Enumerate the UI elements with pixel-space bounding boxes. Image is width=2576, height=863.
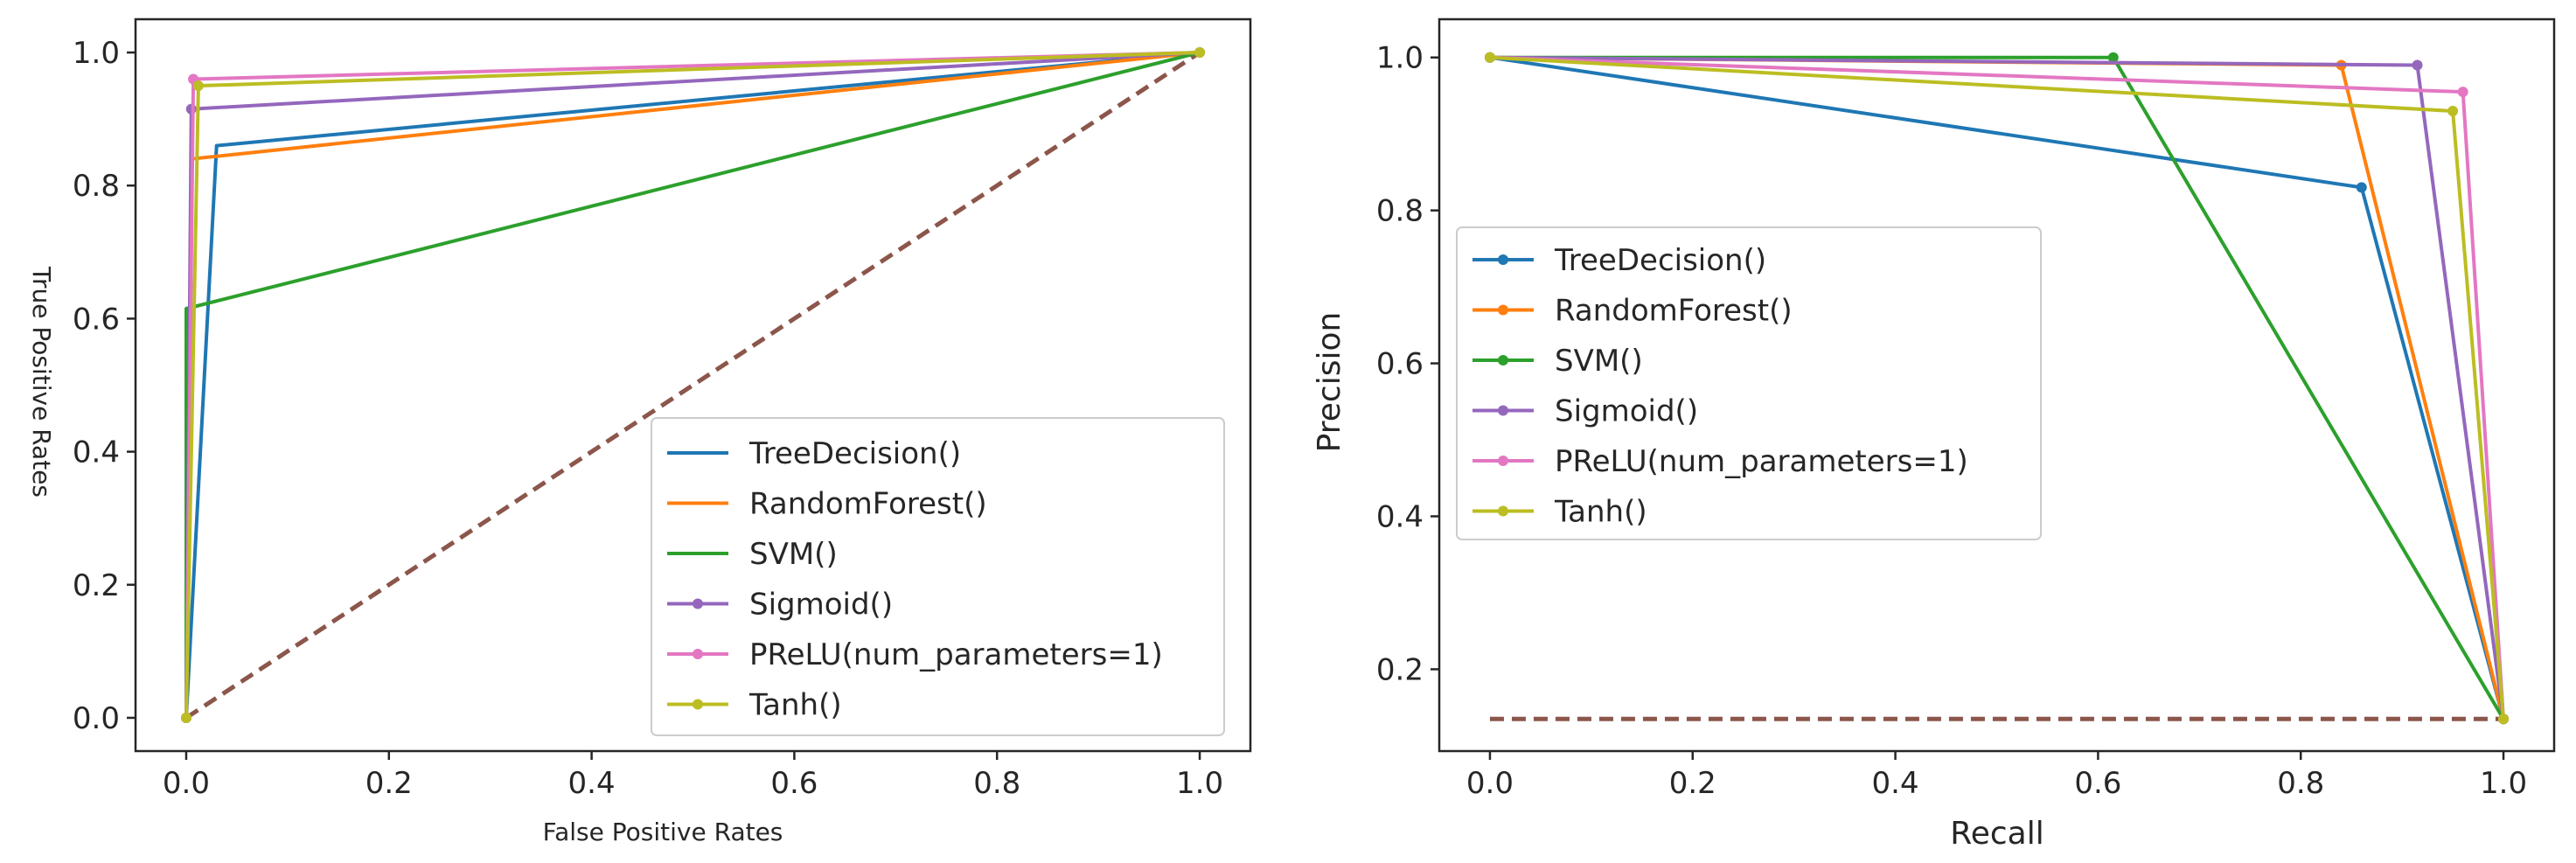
pr-y-tick-label: 0.8	[1376, 194, 1424, 229]
pr-legend-label-randomforest: RandomForest()	[1555, 294, 1793, 329]
pr-y-axis-label: Precision	[1312, 312, 1347, 453]
pr-x-tick-label: 0.2	[1669, 766, 1716, 801]
pr-legend-marker-randomforest	[1498, 304, 1508, 316]
roc-y-tick-label: 0.8	[73, 169, 120, 204]
pr-series-prelu-num-parameters-1-point	[2457, 87, 2468, 98]
pr-legend-marker-treedecision	[1498, 254, 1508, 265]
pr-x-tick-label: 1.0	[2480, 766, 2527, 801]
roc-legend-marker-prelu-num-parameters-1	[693, 649, 703, 659]
roc-y-tick-label: 0.6	[73, 302, 120, 337]
roc-legend-label-svm: SVM()	[749, 537, 838, 572]
pr-ticks-layer: 0.0 0.2 0.4 0.6 0.8 1.0 0.2 0.4 0.6 0.8 1.0	[1376, 41, 2527, 801]
roc-y-tick-label: 1.0	[73, 36, 120, 71]
roc-legend-box	[651, 417, 1225, 736]
roc-series-layer	[180, 47, 1206, 723]
roc-legend-label-tanh: Tanh()	[748, 688, 842, 723]
roc-x-tick-label: 0.2	[366, 766, 413, 801]
roc-x-tick-label: 0.8	[973, 766, 1020, 801]
roc-legend-marker-tanh	[693, 699, 703, 710]
pr-legend-label-sigmoid: Sigmoid()	[1555, 394, 1698, 429]
roc-series-tanh-point	[192, 80, 204, 92]
roc-x-axis-label: False Positive Rates	[543, 818, 783, 846]
pr-x-tick-label: 0.6	[2074, 766, 2121, 801]
pr-series-treedecision-point	[2356, 182, 2367, 193]
pr-y-tick-label: 1.0	[1376, 41, 1424, 76]
roc-legend-label-randomforest: RandomForest()	[749, 487, 987, 522]
roc-legend-label-treedecision: TreeDecision()	[748, 436, 961, 471]
pr-legend: TreeDecision() RandomForest() SVM() Sigmoid…	[1456, 226, 2042, 540]
pr-series-svm-point	[2107, 52, 2119, 63]
roc-legend: TreeDecision() RandomForest() SVM() Sigmoid…	[651, 417, 1225, 736]
pr-x-axis-label: Recall	[1950, 816, 2043, 852]
pr-x-tick-label: 0.8	[2277, 766, 2324, 801]
roc-y-tick-label: 0.4	[73, 435, 120, 470]
roc-baseline-line	[184, 50, 1201, 720]
roc-legend-label-prelu-num-parameters-1: PReLU(num_parameters=1)	[749, 637, 1163, 672]
pr-legend-marker-tanh	[1498, 505, 1508, 517]
roc-x-tick-label: 0.4	[568, 766, 616, 801]
pr-legend-marker-sigmoid	[1498, 405, 1508, 416]
pr-legend-label-svm: SVM()	[1555, 344, 1643, 379]
pr-legend-box	[1456, 226, 2042, 540]
pr-y-tick-label: 0.2	[1376, 652, 1424, 687]
pr-x-tick-label: 0.0	[1466, 766, 1514, 801]
pr-legend-marker-svm	[1498, 355, 1508, 365]
pr-legend-label-treedecision: TreeDecision()	[1554, 243, 1766, 278]
roc-series-tanh-point	[180, 712, 191, 723]
roc-series-tanh-point	[1194, 47, 1206, 59]
pr-series-sigmoid-point	[2412, 59, 2423, 71]
roc-legend-marker-sigmoid	[693, 598, 703, 609]
pr-legend-label-tanh: Tanh()	[1554, 495, 1647, 530]
roc-y-tick-label: 0.2	[73, 568, 120, 603]
pr-y-tick-label: 0.4	[1376, 499, 1424, 534]
pr-y-tick-label: 0.6	[1376, 347, 1424, 382]
roc-y-axis-label: True Positive Rates	[27, 266, 56, 498]
pr-series-tanh-point	[2498, 713, 2510, 725]
pr-chart: 0.0 0.2 0.4 0.6 0.8 1.0 0.2 0.4 0.6 0.8 1.0 Recall…	[1312, 17, 2556, 852]
roc-ticks-layer: 0.0 0.2 0.4 0.6 0.8 1.0 0.0 0.2 0.4 0.6 0.8 1.0	[73, 36, 1223, 801]
roc-series-treedecision-line	[184, 51, 1201, 719]
roc-y-tick-label: 0.0	[73, 701, 120, 736]
roc-x-tick-label: 1.0	[1176, 766, 1223, 801]
pr-legend-marker-prelu-num-parameters-1	[1498, 456, 1508, 466]
roc-x-tick-label: 0.0	[163, 766, 210, 801]
roc-chart: 0.0 0.2 0.4 0.6 0.8 1.0 0.0 0.2 0.4 0.6 0.8 1.0 Fal…	[27, 17, 1252, 846]
pr-series-tanh-point	[2447, 105, 2459, 116]
pr-series-tanh-point	[1484, 52, 1495, 63]
pr-x-tick-label: 0.4	[1872, 766, 1919, 801]
pr-series-layer	[1484, 52, 2510, 725]
roc-legend-label-sigmoid: Sigmoid()	[749, 588, 893, 623]
roc-x-tick-label: 0.6	[770, 766, 818, 801]
pr-legend-label-prelu-num-parameters-1: PReLU(num_parameters=1)	[1555, 444, 1968, 479]
